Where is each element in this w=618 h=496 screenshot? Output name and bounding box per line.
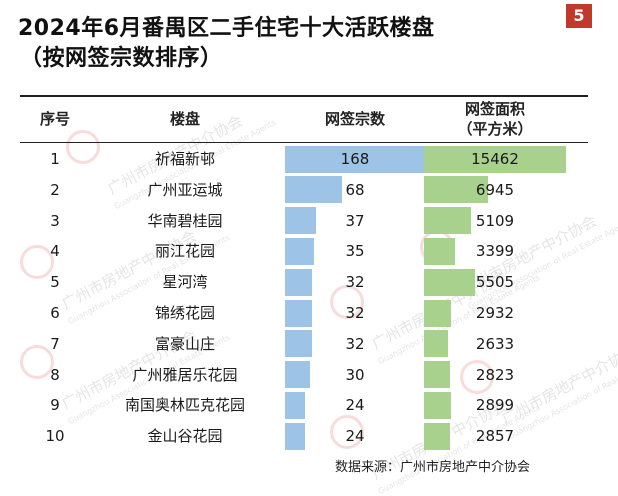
row-seq: 7 <box>50 334 60 353</box>
table-header-rule <box>20 142 588 143</box>
row-count-label: 32 <box>345 304 365 322</box>
row-count-label: 37 <box>345 211 365 230</box>
row-area-label: 2899 <box>475 396 515 415</box>
row-name: 祈福新邨 <box>154 150 215 168</box>
count-bar <box>285 422 305 450</box>
row-name: 广州雅居乐花园 <box>132 365 238 384</box>
area-bar <box>424 391 451 419</box>
area-bar <box>424 176 488 204</box>
row-name: 锦绣花园 <box>154 304 215 322</box>
count-bar <box>285 237 315 265</box>
row-count-label: 32 <box>345 273 365 292</box>
count-bar <box>285 268 312 296</box>
row-seq: 3 <box>50 211 60 230</box>
row-area-label: 3399 <box>475 242 515 261</box>
row-count-label: 24 <box>345 396 365 415</box>
row-area-label: 15462 <box>471 150 519 168</box>
data-source: 数据来源：广州市房地产中介协会 <box>335 460 531 475</box>
row-count-label: 24 <box>345 427 365 446</box>
row-seq: 10 <box>45 427 65 446</box>
row-count-label: 32 <box>345 334 365 353</box>
count-bar <box>285 391 305 419</box>
header-area-line-1: 网签面积 <box>464 99 525 118</box>
row-area-label: 2932 <box>475 304 515 322</box>
row-seq: 4 <box>50 242 60 261</box>
row-area-label: 5109 <box>475 211 515 230</box>
row-count-label: 30 <box>345 365 365 384</box>
row-area-label: 6945 <box>475 180 515 199</box>
area-bar <box>424 237 456 265</box>
area-bar <box>424 330 449 358</box>
chart-title: 2024年6月番禺区二手住宅十大活跃楼盘 （按网签宗数排序） <box>18 14 435 74</box>
row-count-label: 68 <box>345 180 365 199</box>
row-name: 华南碧桂园 <box>147 211 223 230</box>
row-count-label: 35 <box>345 242 365 261</box>
row-name: 星河湾 <box>162 273 208 292</box>
row-seq: 2 <box>50 180 60 199</box>
area-bar <box>424 422 451 450</box>
row-seq: 1 <box>50 150 60 168</box>
count-bar <box>285 330 312 358</box>
header-area-line-2: （平方米） <box>457 119 533 138</box>
count-bar <box>285 299 312 327</box>
row-seq: 9 <box>50 396 60 415</box>
header-area: 网签面积 （平方米） <box>424 95 566 142</box>
row-count-label: 168 <box>340 150 370 168</box>
title-line-1: 2024年6月番禺区二手住宅十大活跃楼盘 <box>18 16 435 41</box>
count-bar <box>285 361 310 389</box>
count-bar <box>285 207 316 235</box>
header-name: 楼盘 <box>169 109 200 128</box>
area-bar <box>424 361 450 389</box>
row-name: 丽江花园 <box>154 242 215 261</box>
row-area-label: 5505 <box>475 273 515 292</box>
area-bar <box>424 207 471 235</box>
row-area-label: 2857 <box>475 427 515 446</box>
row-name: 南国奥林匹克花园 <box>124 396 245 415</box>
row-area-label: 2823 <box>475 365 515 384</box>
row-name: 广州亚运城 <box>147 180 223 199</box>
area-bar <box>424 268 475 296</box>
header-seq: 序号 <box>39 109 70 128</box>
row-seq: 8 <box>50 365 60 384</box>
row-name: 富豪山庄 <box>154 334 215 353</box>
row-area-label: 2633 <box>475 334 515 353</box>
page-number-badge: 5 <box>566 4 592 28</box>
table-top-rule <box>20 95 588 97</box>
area-bar <box>424 145 566 173</box>
row-seq: 6 <box>50 304 60 322</box>
title-line-2: （按网签宗数排序） <box>20 46 223 71</box>
count-bar <box>285 176 342 204</box>
header-count: 网签宗数 <box>324 109 385 128</box>
row-name: 金山谷花园 <box>147 427 223 446</box>
area-bar <box>424 299 451 327</box>
count-bar <box>285 145 425 173</box>
row-seq: 5 <box>50 273 60 292</box>
